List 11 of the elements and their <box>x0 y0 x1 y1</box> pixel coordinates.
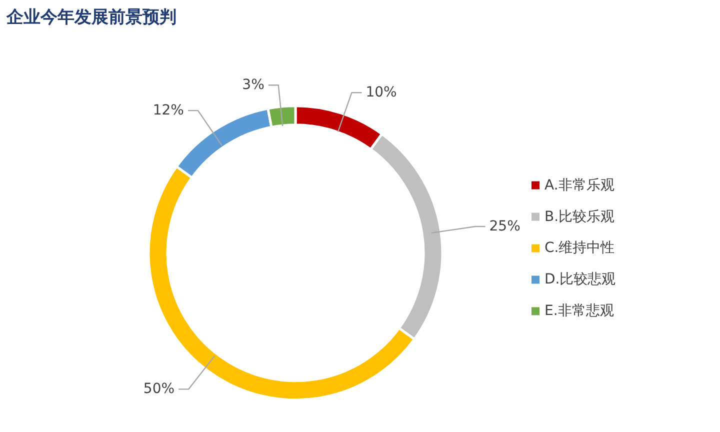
data-label: 50% <box>143 381 175 398</box>
chart-title: 企业今年发展前景预判 <box>6 8 176 28</box>
legend-label: B.比较乐观 <box>544 208 615 225</box>
data-label: 12% <box>152 102 184 119</box>
legend-label: C.维持中性 <box>544 240 615 256</box>
data-label: 25% <box>489 218 520 235</box>
legend-label: E.非常悲观 <box>544 303 614 320</box>
data-label: 3% <box>242 77 264 94</box>
legend-label: A.非常乐观 <box>544 177 614 194</box>
data-label: 10% <box>366 84 397 101</box>
legend-label: D.比较悲观 <box>544 272 616 288</box>
